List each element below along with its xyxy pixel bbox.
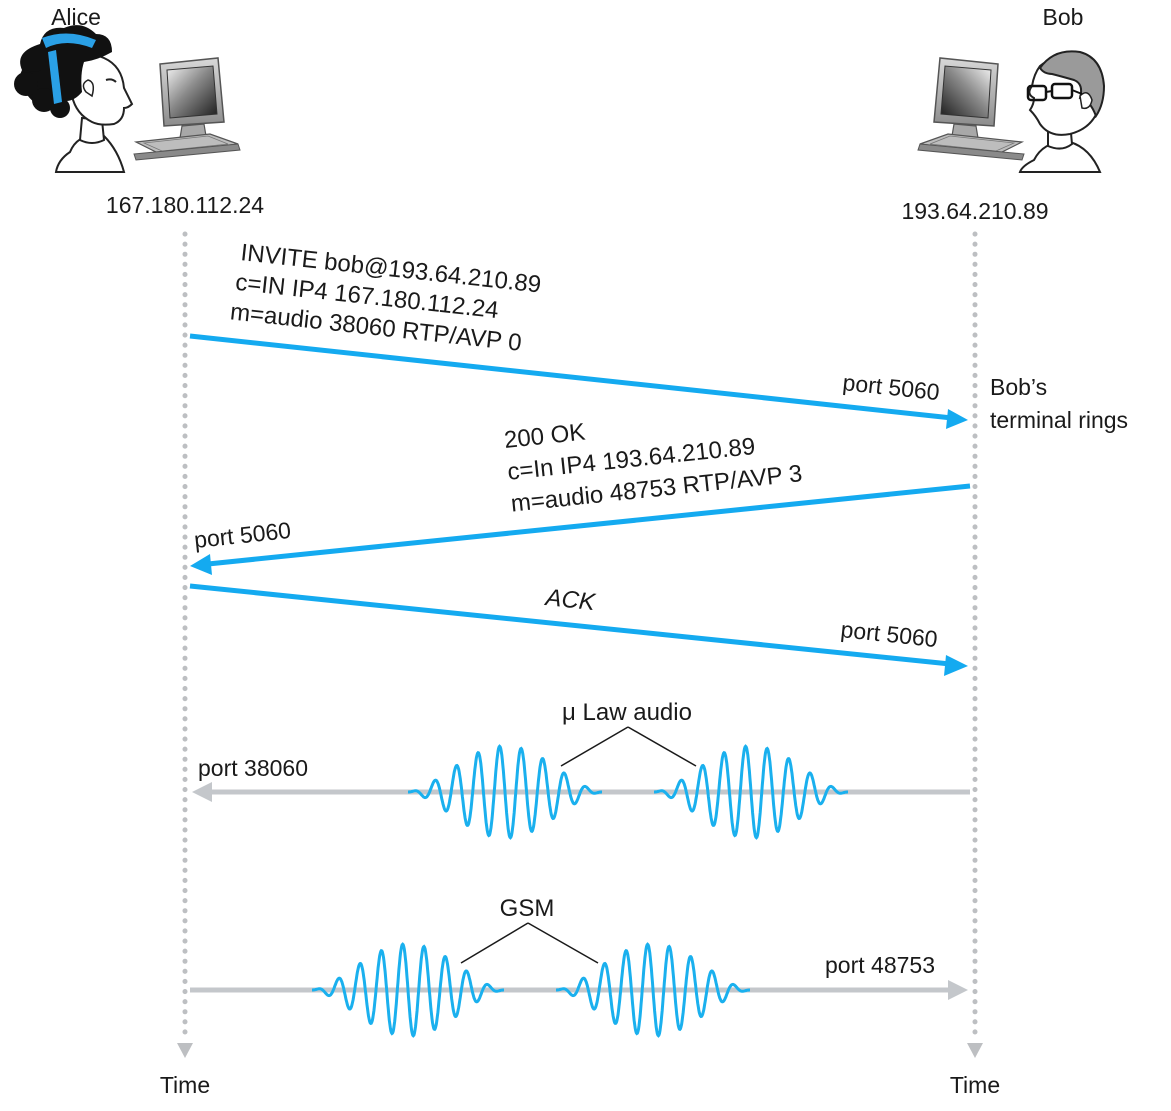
bob-avatar-icon	[1018, 50, 1106, 173]
bob-timeline	[967, 231, 983, 1058]
mulaw-waveform-1	[408, 744, 602, 840]
gsm-waveform-2	[556, 942, 750, 1038]
ok-port: port 5060	[193, 517, 292, 553]
gsm-stream: GSM port 48753	[190, 895, 968, 1038]
invite-port: port 5060	[841, 369, 940, 405]
gsm-port: port 48753	[825, 952, 935, 978]
computer-icon	[917, 57, 1025, 161]
gsm-waveform-1	[312, 942, 504, 1038]
alice-ip: 167.180.112.24	[106, 192, 264, 218]
alice-timeline	[177, 231, 193, 1058]
ack-port: port 5060	[839, 616, 938, 652]
ringing-note-line-1: Bob’s	[990, 374, 1047, 400]
mulaw-port: port 38060	[198, 755, 308, 781]
mulaw-waveform-2	[654, 744, 848, 840]
mulaw-stream: μ Law audio port 38060	[192, 699, 970, 840]
mulaw-label: μ Law audio	[562, 699, 692, 726]
ringing-note-line-2: terminal rings	[990, 407, 1128, 433]
ack-label: ACK	[542, 584, 597, 616]
ok-message: 200 OK c=In IP4 193.64.210.89 m=audio 48…	[190, 419, 971, 575]
bob-time-label: Time	[950, 1072, 1000, 1098]
computer-icon	[133, 57, 241, 161]
bob-ip: 193.64.210.89	[901, 198, 1048, 224]
invite-message: INVITE bob@193.64.210.89 c=IN IP4 167.18…	[189, 239, 968, 429]
gsm-label: GSM	[500, 895, 555, 922]
ok-line-1: 200 OK	[503, 419, 587, 454]
alice-avatar-icon	[14, 25, 134, 173]
ack-message: ACK port 5060	[189, 583, 968, 676]
bob-name: Bob	[1043, 4, 1084, 30]
alice-time-label: Time	[160, 1072, 210, 1098]
